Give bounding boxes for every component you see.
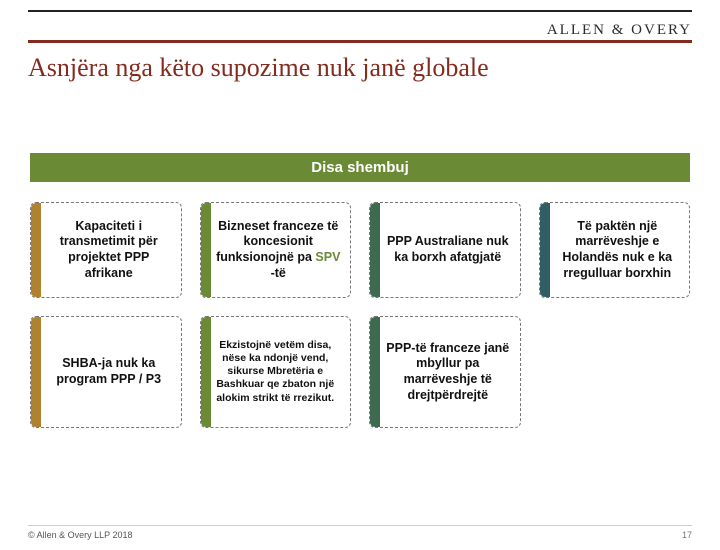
card-capacity-africa: Kapaciteti i transmetimit për projektet … xyxy=(30,202,182,298)
stripe-icon xyxy=(201,317,211,427)
stripe-icon xyxy=(540,203,550,297)
card-uk-risk-allocation: Ekzistojnë vetëm disa, nëse ka ndonjë ve… xyxy=(200,316,352,428)
card-text: PPP Australiane nuk ka borxh afatgjatë xyxy=(378,234,512,265)
page-number: 17 xyxy=(682,530,692,540)
highlight-spv: SPV xyxy=(315,250,340,264)
stripe-icon xyxy=(370,317,380,427)
card-text: Të paktën një marrëveshje e Holandës nuk… xyxy=(548,219,682,282)
slide: ALLEN & OVERY Asnjëra nga këto supozime … xyxy=(0,10,720,550)
card-text: SHBA-ja nuk ka program PPP / P3 xyxy=(39,356,173,387)
stripe-icon xyxy=(201,203,211,297)
card-australia-ppp: PPP Australiane nuk ka borxh afatgjatë xyxy=(369,202,521,298)
top-rule xyxy=(28,10,692,12)
card-text: Bizneset franceze të koncesionit funksio… xyxy=(209,219,343,282)
stripe-icon xyxy=(31,317,41,427)
card-text-post: -të xyxy=(271,266,286,280)
accent-rule xyxy=(28,40,692,43)
card-french-concession: Bizneset franceze të koncesionit funksio… xyxy=(200,202,352,298)
stripe-icon xyxy=(370,203,380,297)
card-text: Kapaciteti i transmetimit për projektet … xyxy=(39,219,173,282)
card-holland-deal: Të paktën një marrëveshje e Holandës nuk… xyxy=(539,202,691,298)
card-empty xyxy=(539,316,691,428)
card-text: PPP-të franceze janë mbyllur pa marrëves… xyxy=(378,341,512,404)
brand-text: ALLEN & OVERY xyxy=(547,22,692,39)
slide-title: Asnjëra nga këto supozime nuk janë globa… xyxy=(28,53,692,83)
copyright-text: © Allen & Overy LLP 2018 xyxy=(28,530,133,540)
stripe-icon xyxy=(31,203,41,297)
card-grid: Kapaciteti i transmetimit për projektet … xyxy=(28,202,692,428)
card-usa-p3: SHBA-ja nuk ka program PPP / P3 xyxy=(30,316,182,428)
subtitle-bar: Disa shembuj xyxy=(30,153,690,182)
card-text: Ekzistojnë vetëm disa, nëse ka ndonjë ve… xyxy=(209,339,343,405)
footer: © Allen & Overy LLP 2018 17 xyxy=(28,525,692,540)
card-french-ppp-closed: PPP-të franceze janë mbyllur pa marrëves… xyxy=(369,316,521,428)
